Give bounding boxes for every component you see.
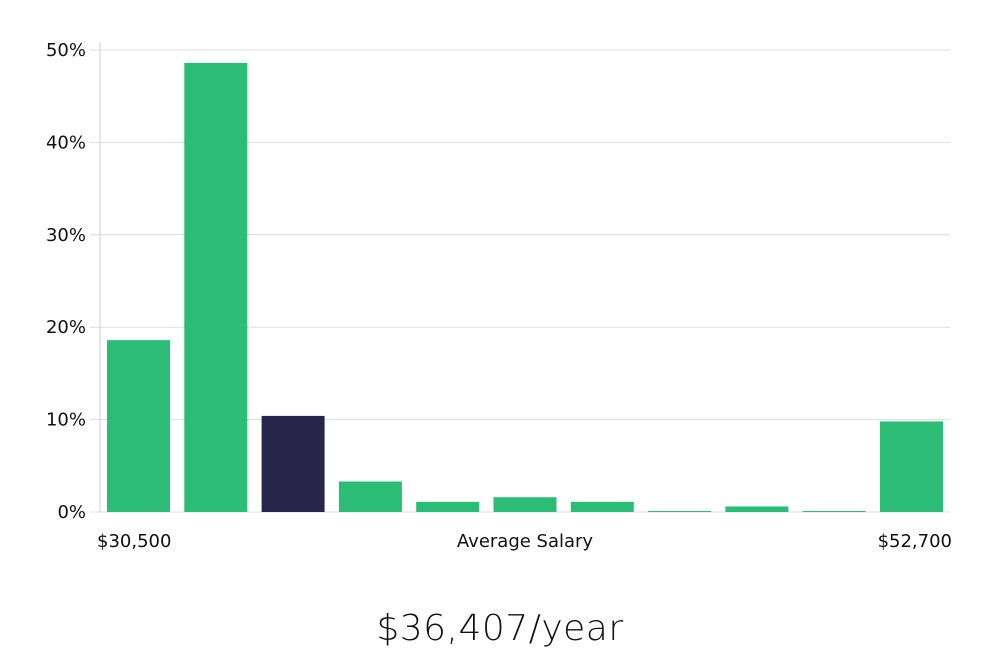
histogram-bar	[493, 497, 557, 512]
y-axis-tick-labels: 0% 10% 20% 30% 40% 50%	[46, 40, 86, 523]
average-salary-headline: $36,407/year	[376, 608, 624, 649]
y-tick-label: 10%	[46, 410, 86, 431]
y-tick-label: 30%	[46, 225, 86, 246]
y-tick-label: 20%	[46, 317, 86, 338]
salary-histogram-chart: 0% 10% 20% 30% 40% 50% $30,500 Average Salary…	[46, 40, 952, 552]
histogram-bar	[725, 506, 789, 512]
histogram-bars	[107, 62, 943, 512]
x-axis-max-label: $52,700	[878, 531, 952, 552]
histogram-bar	[570, 501, 634, 512]
histogram-bar	[880, 421, 943, 512]
y-tick-label: 0%	[57, 502, 86, 523]
histogram-bar-highlight	[261, 415, 325, 512]
histogram-bar	[802, 511, 866, 512]
y-tick-label: 40%	[46, 132, 86, 153]
x-axis-title: Average Salary	[457, 531, 594, 552]
histogram-bar	[107, 340, 170, 512]
y-tick-label: 50%	[46, 40, 86, 61]
histogram-bar	[416, 501, 480, 512]
histogram-bar	[338, 481, 402, 512]
x-axis-min-label: $30,500	[97, 531, 171, 552]
histogram-bar	[648, 511, 712, 512]
histogram-bar	[184, 62, 248, 512]
